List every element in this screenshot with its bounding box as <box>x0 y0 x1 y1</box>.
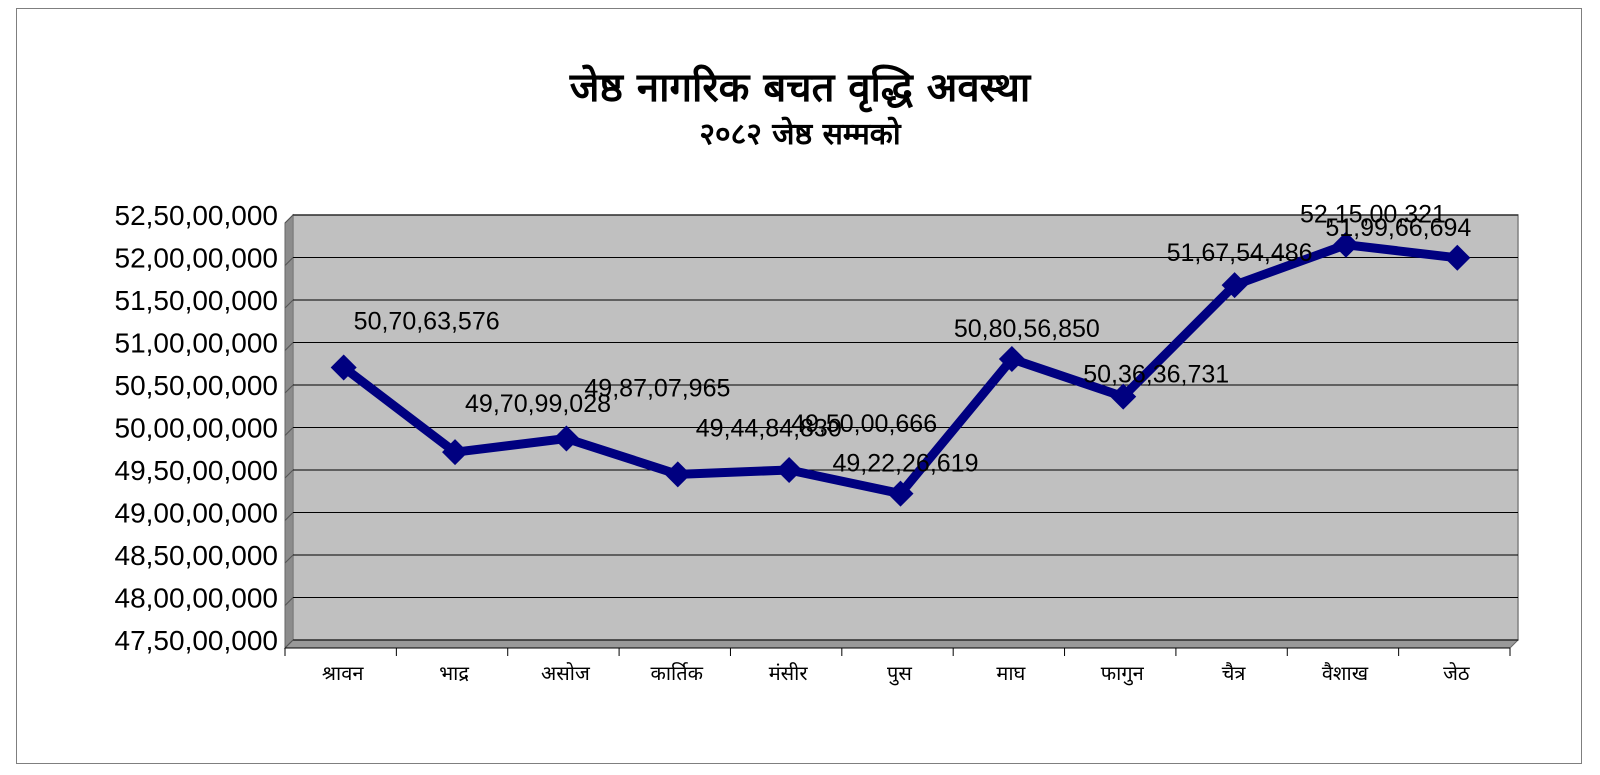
x-tick-label: मंसीर <box>769 661 809 685</box>
x-tick-label: फागुन <box>1101 661 1145 686</box>
data-label: 49,87,07,965 <box>584 374 730 402</box>
gridline-depth <box>284 214 294 224</box>
gridline-depth <box>284 597 294 606</box>
chart-title: जेष्ठ नागरिक बचत वृद्धि अवस्था <box>569 65 1031 111</box>
x-tick-label: वैशाख <box>1322 661 1369 685</box>
data-point-marker <box>442 439 469 466</box>
data-point-marker <box>1110 383 1137 410</box>
x-tick-label: चैत्र <box>1222 661 1247 685</box>
data-label: 49,44,84,830 <box>696 414 842 442</box>
x-tick-label: जेठ <box>1443 661 1470 685</box>
x-tick-label: पुस <box>887 661 912 686</box>
y-tick-label: 47,50,00,000 <box>115 625 279 656</box>
data-label: 50,80,56,850 <box>954 315 1100 343</box>
y-tick-label: 52,00,00,000 <box>115 243 279 274</box>
data-label: 51,99,66,694 <box>1325 214 1471 242</box>
y-tick-label: 52,50,00,000 <box>115 200 279 231</box>
data-label: 49,50,00,666 <box>791 410 937 438</box>
data-point-marker <box>1332 231 1359 258</box>
y-tick-label: 48,00,00,000 <box>115 583 279 614</box>
data-label: 51,67,54,486 <box>1167 239 1313 267</box>
data-point-marker <box>553 425 580 452</box>
data-point-marker <box>330 354 357 381</box>
plot-depth-floor <box>283 639 1520 649</box>
data-point-marker <box>1444 244 1471 271</box>
chart-subtitle: २०८२ जेष्ठ सम्मको <box>699 117 901 152</box>
x-tick-label: श्रावन <box>322 661 364 685</box>
y-tick-label: 49,50,00,000 <box>115 455 279 486</box>
y-tick-label: 49,00,00,000 <box>115 498 279 529</box>
y-tick-label: 48,50,00,000 <box>115 540 279 571</box>
data-label: 49,70,99,028 <box>465 390 611 418</box>
x-tick-label: कार्तिक <box>651 661 704 685</box>
data-point-marker <box>776 456 803 483</box>
gridline-depth <box>284 257 294 266</box>
x-tick-label: असोज <box>541 661 591 685</box>
data-label: 49,22,26,619 <box>833 450 979 478</box>
gridline-depth <box>284 639 294 649</box>
gridline-depth <box>284 512 294 521</box>
data-label: 50,36,36,731 <box>1083 361 1229 389</box>
gridline-depth <box>284 554 294 564</box>
gridline-depth <box>284 469 294 479</box>
y-tick-label: 51,00,00,000 <box>115 328 279 359</box>
gridline-depth <box>284 299 294 309</box>
data-label: 50,70,63,576 <box>354 307 500 335</box>
data-point-marker <box>998 346 1025 373</box>
data-point-marker <box>664 461 691 488</box>
gridline-depth <box>284 427 294 436</box>
gridline-depth <box>284 342 294 351</box>
data-point-marker <box>887 480 914 507</box>
y-tick-label: 51,50,00,000 <box>115 285 279 316</box>
data-label: 52,15,00,321 <box>1300 201 1446 229</box>
y-tick-label: 50,50,00,000 <box>115 370 279 401</box>
gridline-depth <box>284 384 294 394</box>
x-tick-label: माघ <box>996 661 1026 685</box>
x-tick-label: भाद्र <box>439 661 469 685</box>
data-point-marker <box>1221 272 1248 299</box>
y-tick-label: 50,00,00,000 <box>115 413 279 444</box>
